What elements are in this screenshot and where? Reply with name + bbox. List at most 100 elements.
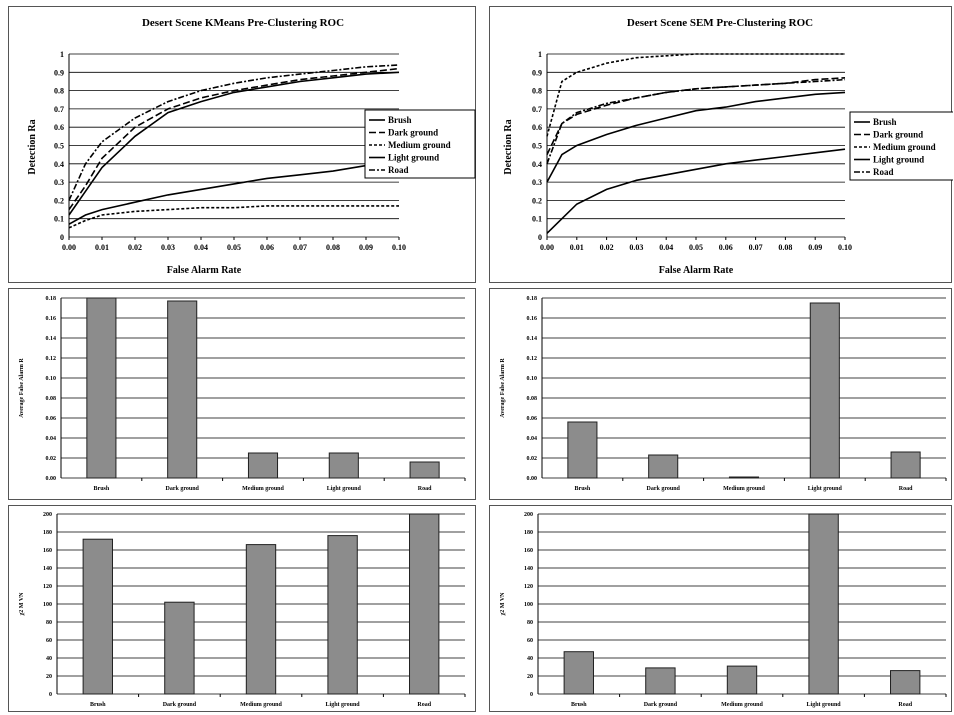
far-kmeans-panel: 0.00 0.02 0.04 0.06 0.08 0.10 0.12 0.14 0.16 0.18… (8, 288, 476, 500)
x-tick-label: Medium ground (240, 702, 282, 708)
x-tick-label: Light ground (327, 486, 362, 492)
bar-road (890, 670, 921, 695)
chart-title: Desert Scene KMeans Pre-Clustering ROC (142, 17, 344, 29)
y-tick-label: 0.08 (46, 396, 57, 402)
series-line-brush (546, 91, 846, 183)
y-tick-label: 200 (524, 512, 533, 518)
y-tick-label: 0.1 (54, 215, 64, 224)
series-line-medium-ground (546, 53, 845, 137)
y-tick-label: 0.10 (46, 376, 57, 382)
legend-entry: Dark ground (388, 128, 438, 138)
x-tick-label: 0.00 (540, 243, 554, 252)
bar-light-ground (809, 302, 840, 479)
y-tick-label: 0.3 (532, 178, 542, 187)
y-tick-label: 160 (43, 548, 52, 554)
far-sem-panel: 0.00 0.02 0.04 0.06 0.08 0.10 0.12 0.14 0.16 0.18… (489, 288, 952, 500)
legend-box (364, 109, 476, 179)
x-tick-label: 0.05 (689, 243, 703, 252)
x-tick-label: Road (418, 486, 432, 492)
y-tick-label: 0.8 (532, 87, 542, 96)
mvn-sem-chart: 0 20 40 60 80 100 120 140 160 180 200 χ2 M VN Brush D… (500, 512, 947, 708)
x-tick-label: 0.01 (95, 243, 109, 252)
x-tick-label: Road (899, 486, 913, 492)
x-tick-label: 0.02 (600, 243, 614, 252)
y-tick-label: 80 (527, 620, 533, 626)
y-tick-label: 20 (46, 674, 52, 680)
y-tick-label: 100 (524, 602, 533, 608)
bar-light-ground (328, 452, 359, 479)
x-tick-label: 0.03 (161, 243, 175, 252)
y-tick-label: 0.00 (527, 476, 538, 482)
y-tick-label: 0.04 (46, 436, 57, 442)
x-tick-label: 0.06 (719, 243, 733, 252)
x-tick-label: Brush (94, 486, 110, 492)
legend-entry: Light ground (388, 153, 439, 163)
x-tick-label: Light ground (808, 486, 843, 492)
mvn-kmeans-panel: 0 20 40 60 80 100 120 140 160 180 200 χ2 M VN Brush D… (8, 505, 476, 712)
x-tick-label: Dark ground (646, 486, 680, 492)
y-tick-label: 60 (527, 638, 533, 644)
x-tick-label: Medium ground (723, 486, 765, 492)
x-tick-label: 0.04 (659, 243, 673, 252)
x-tick-label: Light ground (326, 702, 361, 708)
y-tick-label: 0 (60, 233, 64, 242)
x-tick-label: 0.04 (194, 243, 208, 252)
x-tick-label: Road (417, 702, 431, 708)
y-tick-label: 0.08 (527, 396, 538, 402)
bar-medium-ground (247, 452, 279, 479)
y-tick-label: 0.9 (532, 68, 542, 77)
y-tick-label: 0.14 (527, 336, 538, 342)
x-tick-label: 0.00 (62, 243, 76, 252)
series-line-medium-ground (68, 205, 399, 229)
y-tick-label: 0.12 (527, 356, 538, 362)
bar-medium-ground (726, 665, 758, 695)
bar-road (890, 451, 921, 479)
x-tick-label: 0.10 (392, 243, 406, 252)
x-tick-label: 0.08 (778, 243, 792, 252)
x-tick-label: Brush (575, 486, 591, 492)
x-tick-label: 0.05 (227, 243, 241, 252)
y-tick-label: 0.06 (527, 416, 538, 422)
y-tick-label: 0.5 (532, 142, 542, 151)
legend-entry: Brush (873, 117, 897, 127)
x-tick-label: 0.02 (128, 243, 142, 252)
series-line-light-ground (68, 157, 400, 225)
y-tick-label: 140 (43, 566, 52, 572)
y-tick-label: 20 (527, 674, 533, 680)
y-tick-label: 60 (46, 638, 52, 644)
bar-medium-ground (728, 476, 760, 479)
y-tick-label: 200 (43, 512, 52, 518)
bar-road (409, 513, 440, 695)
bar-light-ground (808, 513, 839, 695)
legend-box (849, 111, 953, 181)
y-tick-label: 0.5 (54, 142, 64, 151)
legend-entry: Road (388, 165, 409, 175)
legend-entry: Road (873, 167, 894, 177)
mvn-sem-panel: 0 20 40 60 80 100 120 140 160 180 200 χ2 M VN Brush D… (489, 505, 952, 712)
y-tick-label: 0.2 (54, 196, 64, 205)
y-axis-label: Detection Ra (27, 119, 38, 174)
bar-brush (82, 538, 113, 695)
y-tick-label: 0.06 (46, 416, 57, 422)
y-tick-label: 100 (43, 602, 52, 608)
y-tick-label: 180 (524, 530, 533, 536)
series-line-brush (68, 71, 400, 216)
y-tick-label: 0.6 (54, 123, 64, 132)
y-tick-label: 0.14 (46, 336, 57, 342)
legend-entry: Medium ground (873, 142, 936, 152)
x-axis-label: False Alarm Rate (167, 265, 242, 276)
y-axis-label: Detection Ra (503, 119, 514, 174)
y-tick-label: 0.7 (532, 105, 542, 114)
y-tick-label: 40 (46, 656, 52, 662)
legend-entry: Dark ground (873, 130, 923, 140)
x-tick-label: 0.08 (326, 243, 340, 252)
y-tick-label: 160 (524, 548, 533, 554)
y-tick-label: 0.1 (532, 215, 542, 224)
legend-entry: Medium ground (388, 140, 451, 150)
y-tick-label: 0.9 (54, 68, 64, 77)
x-tick-label: Road (898, 702, 912, 708)
y-tick-label: 0.18 (46, 296, 57, 302)
series-line-dark-ground (68, 67, 400, 211)
bar-brush (563, 651, 594, 695)
x-tick-label: Brush (571, 702, 587, 708)
